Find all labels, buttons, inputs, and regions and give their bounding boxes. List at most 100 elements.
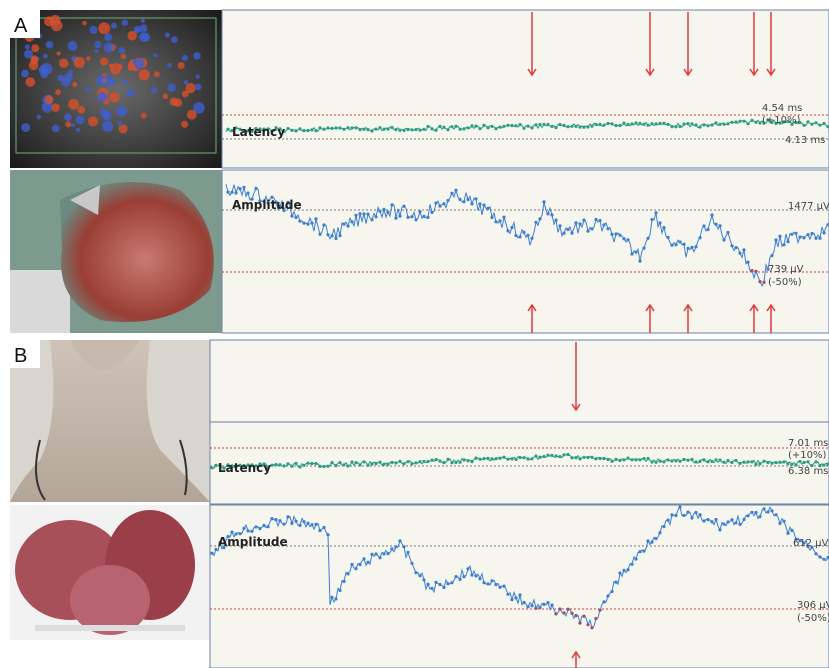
- doppler-spot: [103, 42, 114, 53]
- doppler-spot: [109, 63, 121, 75]
- lower-limit: 739 µV: [768, 264, 804, 275]
- doppler-spot: [164, 32, 170, 38]
- latency-baseline: 6.38 ms: [788, 466, 828, 477]
- amplitude-label: Amplitude: [232, 198, 302, 212]
- doppler-spot: [139, 24, 148, 33]
- doppler-spot: [153, 53, 158, 58]
- doppler-spot: [104, 33, 113, 42]
- amplitude-baseline: 1477 µV: [788, 201, 829, 212]
- doppler-spot: [167, 83, 176, 92]
- doppler-spot: [44, 95, 54, 104]
- doppler-spot: [138, 32, 149, 42]
- doppler-spot: [121, 19, 129, 26]
- neck-photo: [10, 340, 210, 502]
- latency-panel: [209, 421, 829, 505]
- doppler-spot: [177, 62, 185, 70]
- doppler-spot: [167, 62, 172, 68]
- amplitude-label: Amplitude: [218, 535, 288, 549]
- doppler-spot: [51, 124, 60, 133]
- doppler-spot: [116, 106, 128, 117]
- doppler-spot: [183, 80, 189, 85]
- arrow-head: [749, 303, 759, 312]
- doppler-spot: [181, 120, 189, 128]
- doppler-spot: [99, 57, 109, 66]
- doppler-spot: [87, 116, 99, 127]
- doppler-spot: [21, 123, 31, 133]
- arrow-head: [766, 303, 776, 312]
- trace-line: [211, 505, 829, 629]
- arrow-head: [683, 303, 693, 312]
- panel-label: A: [14, 15, 28, 37]
- amplitude-baseline: 612 µV: [793, 538, 829, 549]
- panel-label: B: [14, 345, 27, 367]
- doppler-spot: [24, 44, 30, 50]
- doppler-spot: [101, 120, 114, 132]
- doppler-spot: [185, 82, 196, 94]
- doppler-spot: [75, 127, 81, 132]
- arrow-head: [749, 68, 759, 77]
- latency-baseline: 4.13 ms: [785, 135, 825, 146]
- doppler-spot: [117, 121, 123, 127]
- ultrasound-image: [10, 10, 222, 168]
- doppler-spot: [140, 18, 145, 23]
- doppler-spot: [97, 92, 108, 103]
- doppler-spot: [89, 25, 98, 35]
- doppler-spot: [102, 78, 107, 83]
- doppler-spot: [171, 36, 178, 43]
- doppler-spot: [70, 123, 76, 128]
- doppler-spot: [75, 115, 85, 125]
- doppler-spot: [181, 90, 189, 98]
- doppler-spot: [94, 40, 102, 49]
- arrow-head: [766, 68, 776, 77]
- arrow-panel: [209, 339, 829, 423]
- doppler-spot: [24, 49, 33, 59]
- arrow-head: [571, 650, 581, 659]
- doppler-spot: [21, 69, 29, 78]
- trace-line: [211, 453, 829, 469]
- doppler-spot: [140, 112, 147, 119]
- doppler-spot: [134, 28, 139, 34]
- doppler-spot: [25, 77, 36, 87]
- doppler-spot: [73, 56, 85, 69]
- doppler-spot: [64, 113, 72, 122]
- doppler-spot: [61, 77, 71, 87]
- trace-line: [225, 184, 829, 288]
- arrow-head: [527, 303, 537, 312]
- arrow-head: [527, 68, 537, 77]
- doppler-spot: [186, 109, 197, 120]
- upper-limit: 4.54 ms: [762, 103, 802, 114]
- doppler-spot: [133, 58, 145, 69]
- lower-note: (-50%): [797, 613, 829, 624]
- doppler-spot: [38, 64, 49, 75]
- tumor-photo: [10, 505, 210, 640]
- doppler-spot: [109, 92, 120, 103]
- doppler-spot: [31, 44, 40, 53]
- doppler-spot: [101, 75, 113, 87]
- doppler-spot: [128, 66, 133, 71]
- doppler-spot: [193, 102, 205, 114]
- doppler-spot: [45, 40, 54, 49]
- doppler-spot: [193, 51, 201, 60]
- doppler-spot: [51, 103, 60, 112]
- doppler-spot: [55, 89, 62, 96]
- doppler-spot: [85, 56, 91, 61]
- arrow-head: [645, 303, 655, 312]
- upper-note: (+10%): [762, 115, 801, 126]
- doppler-spot: [68, 69, 74, 75]
- doppler-spot: [110, 22, 118, 29]
- panel-label-box: [10, 10, 40, 38]
- doppler-spot: [72, 81, 78, 87]
- amplitude-panel: [221, 169, 829, 334]
- doppler-spot: [94, 49, 99, 54]
- amplitude-panel: [209, 504, 829, 668]
- surgical-image: [10, 170, 222, 333]
- doppler-spot: [68, 98, 80, 110]
- doppler-spot: [42, 53, 48, 59]
- doppler-spot: [118, 47, 126, 55]
- upper-limit: 7.01 ms: [788, 438, 828, 449]
- doppler-spot: [118, 124, 128, 134]
- doppler-spot: [56, 51, 61, 56]
- doppler-spot: [65, 121, 72, 128]
- panel-label-box: [10, 340, 40, 368]
